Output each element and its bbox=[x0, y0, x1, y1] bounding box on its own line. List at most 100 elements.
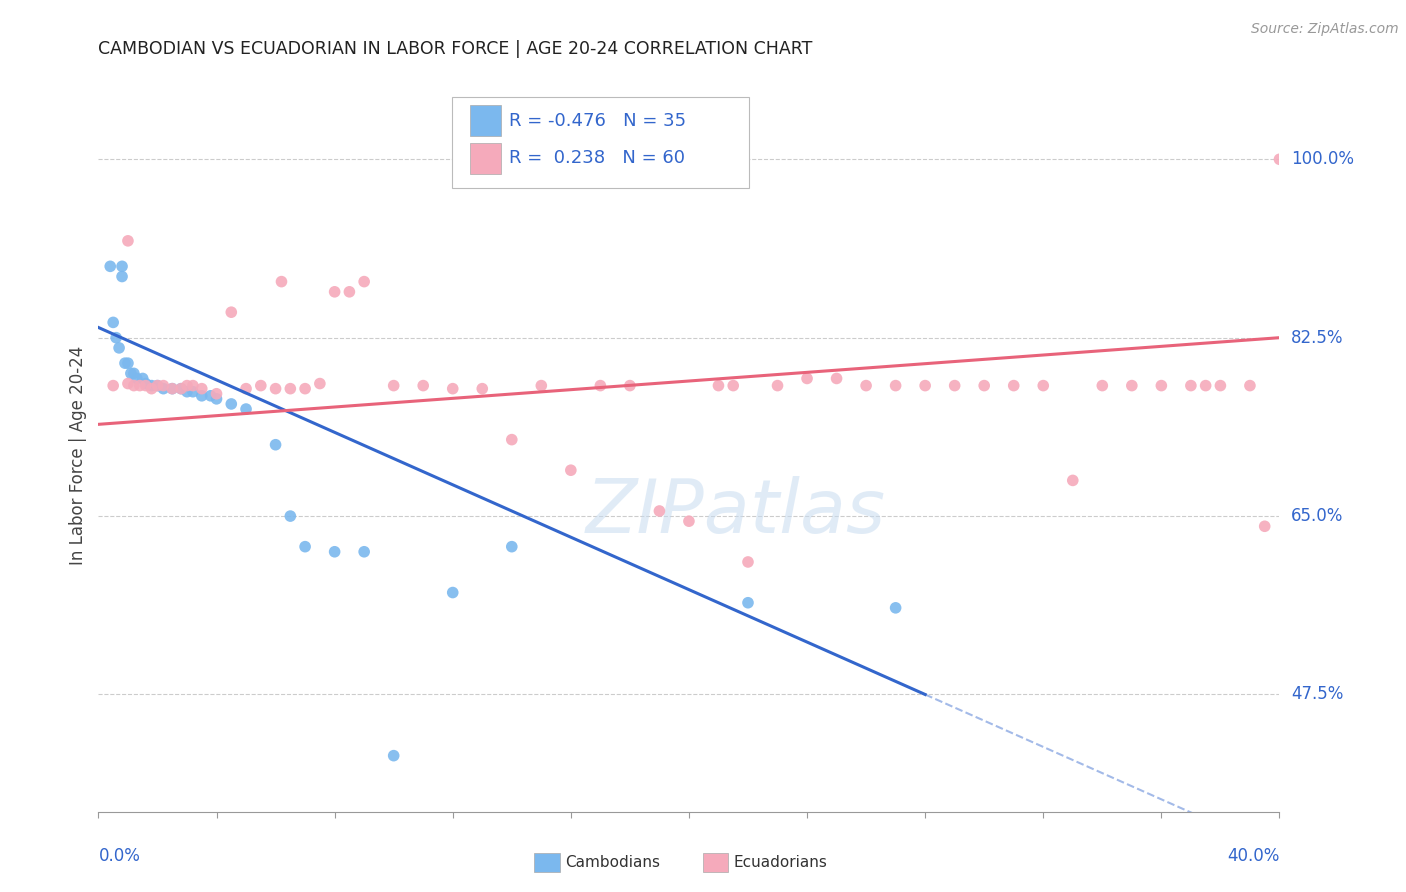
Text: ZIPatlas: ZIPatlas bbox=[586, 476, 886, 548]
Point bbox=[737, 596, 759, 610]
Point bbox=[1150, 378, 1173, 392]
Point bbox=[914, 378, 936, 392]
Point bbox=[108, 341, 131, 355]
Point bbox=[219, 397, 242, 411]
Point bbox=[135, 378, 157, 392]
Point bbox=[278, 509, 302, 524]
Point bbox=[191, 382, 214, 396]
Point bbox=[176, 378, 198, 392]
Point bbox=[181, 384, 204, 399]
Point bbox=[103, 378, 125, 392]
Point bbox=[235, 402, 257, 417]
Point bbox=[1180, 378, 1202, 392]
Point bbox=[825, 371, 848, 385]
Point bbox=[353, 545, 375, 559]
Point bbox=[560, 463, 582, 477]
Point bbox=[530, 378, 553, 392]
Text: Cambodians: Cambodians bbox=[565, 855, 661, 870]
Point bbox=[441, 382, 464, 396]
Point bbox=[721, 378, 744, 392]
Point bbox=[264, 382, 287, 396]
Point bbox=[146, 378, 169, 392]
Text: Ecuadorians: Ecuadorians bbox=[734, 855, 828, 870]
Point bbox=[382, 378, 405, 392]
Point bbox=[264, 438, 287, 452]
Point bbox=[471, 382, 494, 396]
Point bbox=[114, 356, 136, 370]
Point bbox=[294, 540, 316, 554]
Point bbox=[105, 331, 128, 345]
Point bbox=[1002, 378, 1025, 392]
Point bbox=[737, 555, 759, 569]
Point bbox=[648, 504, 671, 518]
Point bbox=[98, 260, 121, 274]
Point bbox=[309, 376, 332, 391]
Point bbox=[441, 585, 464, 599]
Point bbox=[270, 275, 292, 289]
Text: 82.5%: 82.5% bbox=[1291, 328, 1344, 347]
Point bbox=[1195, 378, 1218, 392]
Point bbox=[353, 275, 375, 289]
Point bbox=[141, 382, 163, 396]
Point bbox=[589, 378, 612, 392]
Point bbox=[323, 545, 346, 559]
Point bbox=[117, 356, 139, 370]
Point bbox=[1239, 378, 1261, 392]
Point bbox=[1091, 378, 1114, 392]
Point bbox=[122, 378, 145, 392]
Point bbox=[1254, 519, 1277, 533]
Point bbox=[278, 382, 302, 396]
Point bbox=[191, 389, 214, 403]
Point bbox=[162, 382, 183, 396]
Point bbox=[1209, 378, 1232, 392]
Point bbox=[125, 371, 148, 385]
Point bbox=[796, 371, 818, 385]
Text: 100.0%: 100.0% bbox=[1291, 150, 1354, 169]
Point bbox=[1062, 474, 1084, 488]
Point bbox=[382, 748, 405, 763]
Point bbox=[103, 315, 125, 329]
Point bbox=[294, 382, 316, 396]
Text: 65.0%: 65.0% bbox=[1291, 507, 1344, 525]
Point bbox=[973, 378, 995, 392]
Point bbox=[678, 514, 700, 528]
Point bbox=[884, 600, 907, 615]
Point bbox=[855, 378, 877, 392]
Point bbox=[162, 382, 183, 396]
Point bbox=[181, 378, 204, 392]
Point bbox=[152, 378, 174, 392]
Text: R =  0.238   N = 60: R = 0.238 N = 60 bbox=[509, 149, 685, 168]
Point bbox=[152, 382, 174, 396]
Point bbox=[766, 378, 789, 392]
Text: 47.5%: 47.5% bbox=[1291, 685, 1344, 704]
Point bbox=[884, 378, 907, 392]
Point bbox=[235, 382, 257, 396]
Point bbox=[111, 269, 134, 284]
Point bbox=[250, 378, 273, 392]
Point bbox=[219, 305, 242, 319]
Point bbox=[1121, 378, 1143, 392]
Text: 40.0%: 40.0% bbox=[1227, 847, 1279, 865]
Point bbox=[200, 389, 222, 403]
Point bbox=[170, 382, 193, 396]
Point bbox=[943, 378, 966, 392]
Point bbox=[120, 367, 142, 381]
Point bbox=[117, 234, 139, 248]
Point bbox=[170, 382, 193, 396]
Point bbox=[337, 285, 360, 299]
Text: R = -0.476   N = 35: R = -0.476 N = 35 bbox=[509, 112, 686, 129]
Point bbox=[132, 371, 155, 385]
Point bbox=[135, 376, 157, 391]
Text: CAMBODIAN VS ECUADORIAN IN LABOR FORCE | AGE 20-24 CORRELATION CHART: CAMBODIAN VS ECUADORIAN IN LABOR FORCE |… bbox=[98, 40, 813, 58]
Y-axis label: In Labor Force | Age 20-24: In Labor Force | Age 20-24 bbox=[69, 345, 87, 565]
Point bbox=[619, 378, 641, 392]
Point bbox=[128, 378, 150, 392]
Point bbox=[501, 540, 523, 554]
Point bbox=[205, 386, 228, 401]
Point bbox=[1268, 153, 1291, 167]
Point bbox=[141, 378, 163, 392]
Text: Source: ZipAtlas.com: Source: ZipAtlas.com bbox=[1251, 22, 1399, 37]
Point bbox=[707, 378, 730, 392]
Point bbox=[205, 392, 228, 406]
Point bbox=[412, 378, 434, 392]
